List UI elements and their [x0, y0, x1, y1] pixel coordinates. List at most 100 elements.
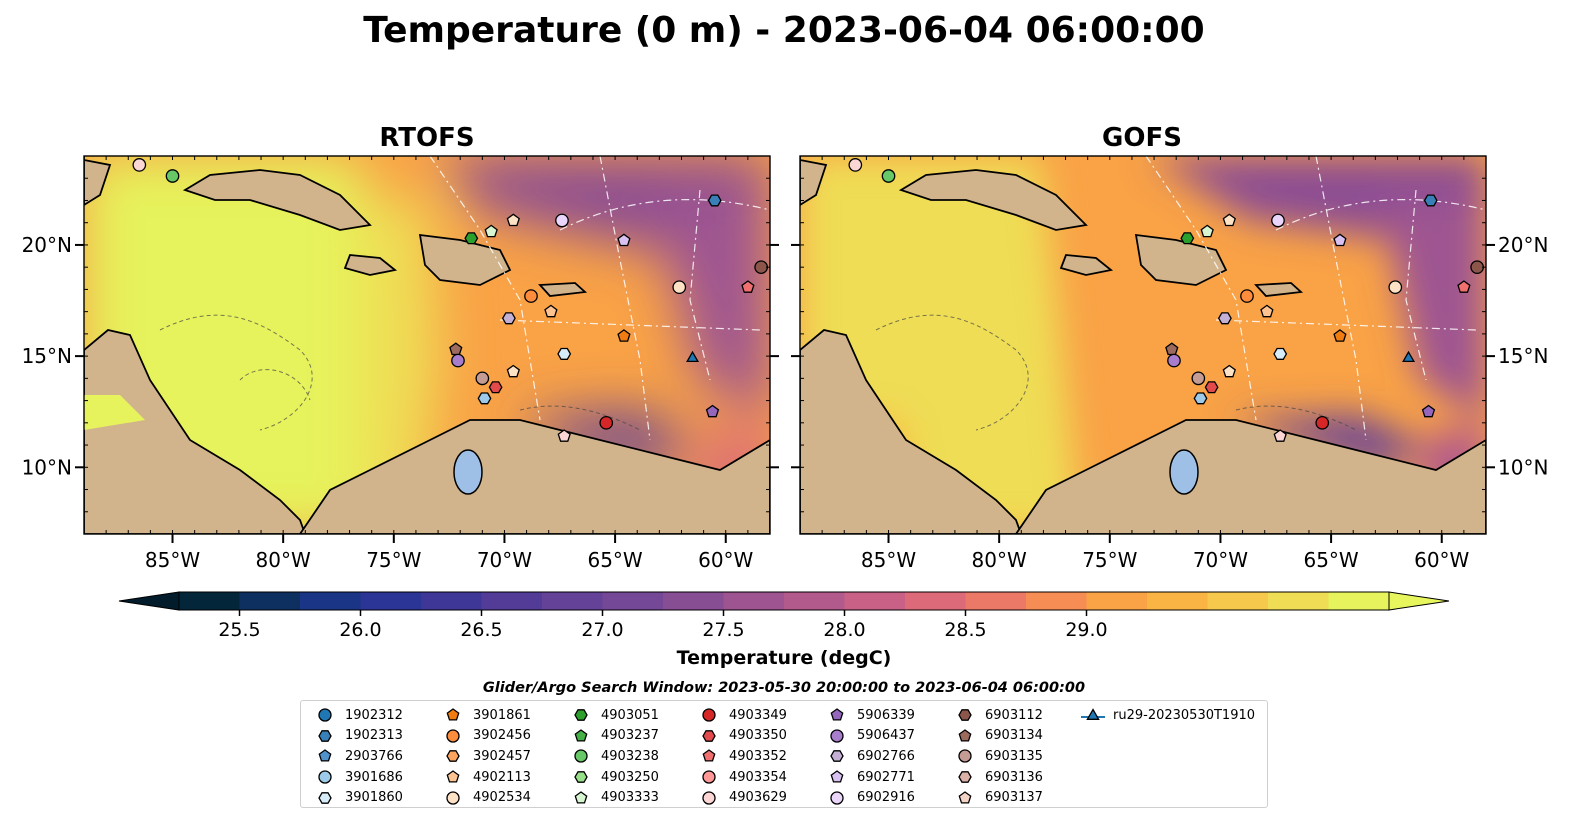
legend-column: 4903349 4903350 4903352 4903354 4903629: [697, 705, 787, 808]
legend-column: 4903051 4903237 4903238 4903250 4903333: [569, 705, 659, 808]
x-tick-label: 70°W: [1193, 548, 1248, 572]
colorbar-extend-high: [1388, 591, 1450, 611]
colorbar-segment: [300, 592, 362, 610]
legend-entry: ru29-20230530T1910: [1081, 705, 1255, 726]
legend-label: 6903136: [985, 769, 1043, 785]
legend-label: 6903137: [985, 790, 1043, 806]
legend-marker: [446, 770, 460, 783]
legend-marker-icon: [830, 791, 844, 805]
land-rtofs: [84, 156, 770, 534]
colorbar-tick-label: 27.5: [702, 619, 744, 641]
legend-marker: [574, 749, 588, 764]
legend-marker-icon: [446, 770, 460, 783]
legend-marker-icon: [702, 708, 716, 722]
legend-label: 5906339: [857, 707, 915, 723]
legend-column: 3901861 3902456 3902457 4902113 4902534: [441, 705, 531, 808]
colorbar-label: Temperature (degC): [677, 647, 892, 669]
legend-marker-icon: [446, 729, 460, 743]
legend-label: 5906437: [857, 728, 915, 744]
observation-marker: [1200, 224, 1214, 238]
x-tick-label: 85°W: [145, 548, 200, 572]
colorbar-tick-label: 29.0: [1065, 619, 1107, 641]
observation-marker: [475, 371, 490, 386]
legend-marker-icon: [446, 750, 460, 763]
colorbar: 25.5 26.0 26.5 27.0 27.5 28.0 28.5 29.0 Tempera…: [118, 591, 1450, 669]
legend-marker-icon: [318, 749, 332, 763]
legend-marker: [958, 790, 972, 804]
observation-marker: [707, 194, 722, 207]
observation-marker: [506, 364, 520, 378]
observation-marker: [705, 404, 720, 418]
platform-legend: 1902312 1902313 2903766 3901686 3901860 39018…: [300, 700, 1268, 808]
colorbar-segment: [481, 592, 543, 610]
legend-marker-icon: [702, 749, 716, 763]
legend-label: 6902766: [857, 748, 915, 764]
observation-marker: [1388, 280, 1403, 295]
legend-marker-icon: [830, 729, 844, 743]
colorbar-segment: [542, 592, 604, 610]
colorbar-segment: [723, 592, 785, 610]
observation-marker: [1222, 213, 1236, 227]
x-tick-label: 75°W: [1082, 548, 1137, 572]
observation-marker: [477, 392, 492, 405]
legend-marker-icon: [574, 729, 588, 742]
legend-marker-icon: [574, 749, 588, 764]
legend-marker: [574, 790, 588, 804]
colorbar-extend-low: [118, 591, 180, 611]
legend-entry: 3902457: [441, 746, 531, 767]
observation-marker: [1421, 404, 1436, 418]
colorbar-segment: [602, 592, 664, 610]
legend-marker: [702, 770, 716, 784]
axis-ticks-gofs: 85°W 80°W 75°W 70°W 65°W 60°W 20°N 15°N 10°N: [791, 155, 1548, 572]
observation-marker: [1423, 194, 1438, 207]
legend-label: ru29-20230530T1910: [1113, 707, 1256, 723]
legend-label: 2903766: [345, 748, 403, 764]
legend-marker: [318, 749, 332, 763]
legend-label: 4903238: [601, 748, 659, 764]
legend-marker-icon: [958, 729, 972, 742]
marker-layer-rtofs: [132, 158, 768, 442]
y-tick-label: 15°N: [1498, 344, 1548, 368]
observation-marker: [557, 347, 572, 360]
observation-marker: [848, 158, 863, 172]
legend-entry: 6903137: [953, 787, 1043, 808]
legend-entry: 5906437: [825, 726, 915, 747]
legend-marker-icon: [702, 770, 716, 784]
legend-marker-icon: [830, 708, 844, 721]
colorbar-segment: [663, 592, 725, 610]
observation-marker: [1315, 415, 1330, 430]
observation-marker: [464, 232, 479, 245]
observation-marker: [617, 233, 631, 247]
colorbar-segment: [844, 592, 906, 610]
legend-marker: [958, 749, 972, 764]
observation-marker: [686, 350, 700, 363]
legend-marker-icon: [574, 771, 588, 783]
legend-label: 6903134: [985, 728, 1043, 744]
map-frame-gofs: [799, 155, 1487, 535]
legend-marker-icon: [446, 791, 460, 805]
legend-marker: [574, 709, 588, 722]
colorbar-ticks: 25.5 26.0 26.5 27.0 27.5 28.0 28.5 29.0: [218, 610, 1108, 641]
legend-marker: [318, 708, 332, 722]
colorbar-tick-label: 27.0: [581, 619, 623, 641]
legend-entry: 4903350: [697, 726, 787, 747]
legend-marker: [446, 750, 460, 763]
legend-column: ru29-20230530T1910: [1081, 705, 1255, 726]
observation-marker: [1204, 381, 1219, 394]
legend-label: 1902312: [345, 707, 403, 723]
bathymetry-contours-rtofs: [159, 314, 641, 431]
legend-entry: 1902313: [313, 726, 403, 747]
observation-marker: [557, 429, 571, 442]
observation-marker: [506, 213, 520, 227]
legend-marker: [574, 771, 588, 783]
axis-ticks-rtofs: 85°W 80°W 75°W 70°W 65°W 60°W 20°N 15°N 10°N: [22, 155, 779, 572]
legend-entry: 6903135: [953, 746, 1043, 767]
x-tick-label: 60°W: [1414, 548, 1469, 572]
bathymetry-contours-gofs: [875, 314, 1357, 431]
legend-entry: 3901861: [441, 705, 531, 726]
legend-label: 4902534: [473, 790, 531, 806]
legend-marker-icon: [574, 790, 588, 804]
observation-marker: [741, 280, 755, 293]
colorbar-segment: [179, 592, 241, 610]
